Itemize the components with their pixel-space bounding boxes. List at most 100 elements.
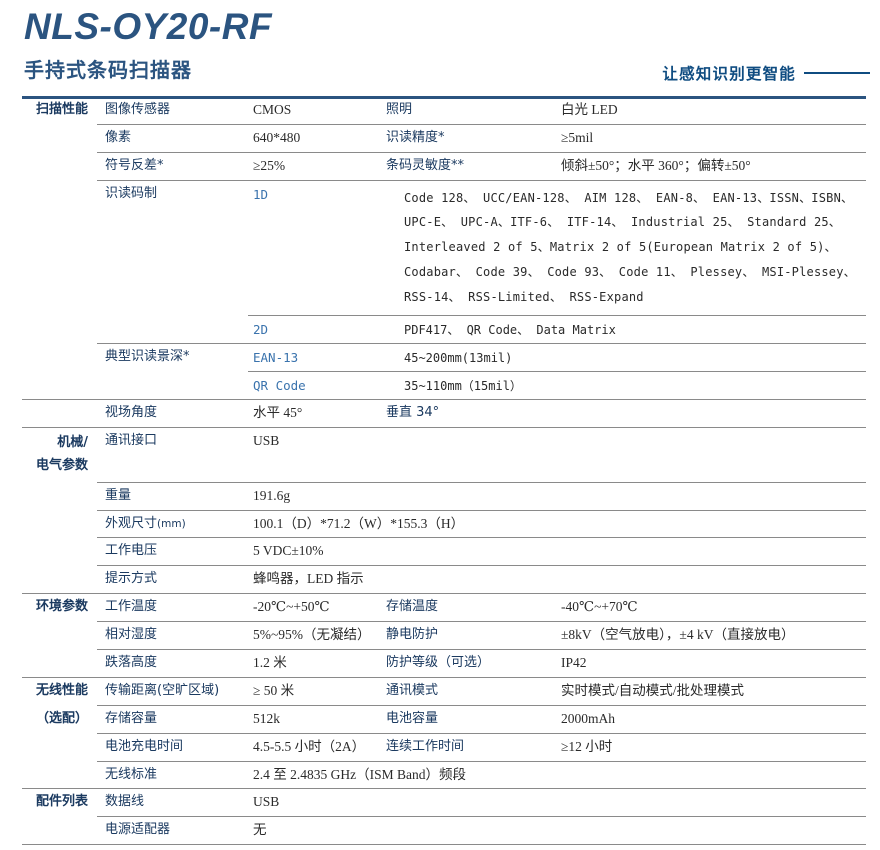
table-row: 跌落高度 1.2 米 防护等级（可选） IP42 — [0, 649, 880, 677]
row-label: 符号反差* — [105, 157, 164, 173]
row-label: 识读码制 — [105, 185, 158, 201]
table-row: 相对湿度 5%~95%（无凝结） 静电防护 ±8kV（空气放电），±4 kV（直… — [0, 621, 880, 649]
row-spacer — [97, 371, 248, 380]
table-row: 无线标准 2.4 至 2.4835 GHz（ISM Band）频段 — [0, 760, 880, 789]
row-spacer — [0, 124, 97, 133]
tagline-block: 让感知识别更智能 — [662, 62, 870, 84]
row-label-2: 垂直 34° — [386, 405, 440, 421]
dof-qr-label: QR Code — [253, 378, 306, 394]
row-label: 视场角度 — [105, 405, 158, 421]
table-row: 环境参数 工作温度 -20℃~+50℃ 存储温度 -40℃~+70℃ — [0, 593, 880, 621]
row-label-2: 电池容量 — [386, 710, 439, 726]
table-row: 无线性能 传输距离(空旷区域) ≥ 50 米 通讯模式 实时模式/自动模式/批处… — [0, 676, 880, 705]
section-category-wireless: 无线性能 — [35, 682, 88, 698]
row-value: ≥ 50 米 — [253, 682, 295, 698]
table-row: 视场角度 水平 45° 垂直 34° — [0, 399, 880, 427]
row-label-2: 存储温度 — [386, 599, 439, 615]
row-label: 电池充电时间 — [105, 738, 184, 754]
row-spacer — [0, 152, 97, 161]
row-spacer — [97, 315, 248, 324]
page-subtitle: 手持式条码扫描器 — [24, 57, 192, 82]
table-row: 电源适配器 无 — [0, 816, 880, 844]
row-spacer — [0, 733, 97, 742]
row-spacer — [0, 510, 97, 519]
row-label: 外观尺寸(mm) — [97, 510, 248, 537]
row-label: 无线标准 — [105, 766, 158, 782]
row-label: 提示方式 — [105, 571, 158, 587]
row-spacer — [0, 315, 97, 324]
row-value: CMOS — [253, 102, 292, 117]
table-row: 符号反差* ≥25% 条码灵敏度** 倾斜±50°；水平 360°；偏转±50° — [0, 151, 880, 180]
row-label: 数据线 — [105, 794, 145, 810]
page-title: NLS-OY20-RF — [24, 6, 273, 47]
row-label-2: 防护等级（可选） — [386, 655, 491, 670]
row-value: ≥25% — [253, 157, 286, 173]
row-spacer — [0, 621, 97, 630]
row-value: USB — [253, 433, 280, 449]
table-row: 提示方式 蜂鸣器，LED 指示 — [0, 565, 880, 593]
row-value: 5 VDC±10% — [253, 543, 324, 559]
row-value: 1.2 米 — [253, 655, 287, 670]
table-bottom-rule — [0, 844, 880, 850]
row-spacer — [0, 761, 97, 770]
table-row: 典型识读景深* EAN-13 45~200mm(13mil) — [0, 343, 880, 371]
table-row: 重量 191.6g — [0, 481, 880, 510]
title-block: NLS-OY20-RF 手持式条码扫描器 — [24, 6, 273, 83]
row-label: 相对湿度 — [105, 627, 158, 643]
row-label: 工作温度 — [105, 599, 158, 615]
row-label: 跌落高度 — [105, 655, 158, 670]
row-value: -20℃~+50℃ — [253, 599, 330, 615]
table-row: 配件列表 数据线 USB — [0, 788, 880, 816]
row-value: 640*480 — [253, 129, 301, 145]
row-value-2: 2000mAh — [561, 710, 615, 726]
row-value-2: ≥12 小时 — [561, 738, 613, 754]
table-row: 识读码制 1D Code 128、 UCC/EAN-128、 AIM 128、 … — [0, 179, 880, 316]
row-label-2: 静电防护 — [386, 627, 439, 643]
row-label-2: 连续工作时间 — [386, 738, 465, 754]
page-header: NLS-OY20-RF 手持式条码扫描器 让感知识别更智能 — [0, 0, 880, 96]
table-row: QR Code 35~110mm（15mil） — [0, 371, 880, 399]
row-label: 工作电压 — [105, 543, 158, 559]
dof-ean13-value: 45~200mm(13mil) — [404, 351, 513, 366]
code-line: Codabar、 Code 39、 Code 93、 Code 11、 Ples… — [404, 264, 856, 279]
table-row: 机械/ 电气参数 通讯接口 USB — [0, 427, 880, 482]
row-value-2: IP42 — [561, 655, 587, 670]
row-label: 传输距离(空旷区域) — [105, 682, 220, 698]
row-value: 2.4 至 2.4835 GHz（ISM Band）频段 — [253, 766, 466, 782]
row-label-2: 识读精度* — [386, 129, 445, 145]
table-row: 工作电压 5 VDC±10% — [0, 537, 880, 565]
row-spacer — [0, 180, 97, 189]
code-line: RSS-14、 RSS-Limited、 RSS-Expand — [404, 289, 644, 304]
row-label-2: 照明 — [386, 102, 413, 117]
section-category-scan: 扫描性能 — [35, 102, 88, 117]
row-spacer — [0, 565, 97, 574]
row-label: 存储容量 — [105, 710, 158, 726]
specification-table: 扫描性能 图像传感器 CMOS 照明 白光 LED 像素 640*480 识读精… — [0, 96, 880, 850]
row-label: 电源适配器 — [105, 822, 171, 838]
row-value-2: 白光 LED — [561, 102, 618, 117]
row-label-2: 条码灵敏度** — [386, 157, 465, 173]
category-line-2: 电气参数 — [35, 457, 88, 473]
code-line: UPC-E、 UPC-A、ITF-6、 ITF-14、 Industrial 2… — [404, 215, 842, 230]
tagline-rule — [804, 72, 870, 74]
symbology-1d-label: 1D — [253, 186, 269, 202]
row-spacer — [0, 816, 97, 825]
code-line: Interleaved 2 of 5、Matrix 2 of 5(Europea… — [404, 240, 837, 255]
row-value: 水平 45° — [253, 405, 303, 421]
row-value: 5%~95%（无凝结） — [253, 627, 371, 643]
row-spacer — [0, 537, 97, 546]
table-row: 外观尺寸(mm) 100.1（D）*71.2（W）*155.3（H） — [0, 509, 880, 538]
row-value-2: 倾斜±50°；水平 360°；偏转±50° — [561, 157, 751, 173]
section-category-accessories: 配件列表 — [35, 794, 88, 810]
table-row: 扫描性能 图像传感器 CMOS 照明 白光 LED — [0, 96, 880, 124]
table-row: （选配） 存储容量 512k 电池容量 2000mAh — [0, 704, 880, 733]
tagline-text: 让感知识别更智能 — [662, 65, 796, 83]
table-row: 2D PDF417、 QR Code、 Data Matrix — [0, 315, 880, 343]
row-label: 像素 — [105, 129, 132, 145]
symbology-2d-label: 2D — [253, 322, 269, 338]
row-value: 191.6g — [253, 487, 291, 503]
row-value: 蜂鸣器，LED 指示 — [253, 571, 364, 587]
category-line-1: 机械/ — [57, 435, 88, 451]
section-category-environment: 环境参数 — [35, 599, 88, 615]
row-label-text: 外观尺寸 — [105, 515, 158, 531]
